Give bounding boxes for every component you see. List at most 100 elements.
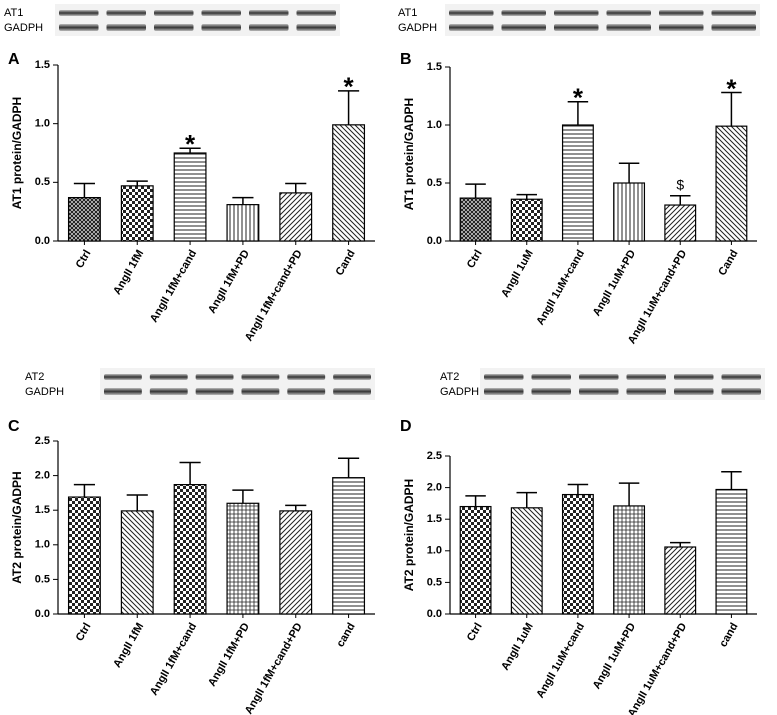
- bar: [226, 204, 260, 242]
- blot-band: [659, 10, 704, 16]
- y-tick-label: 0.0: [35, 608, 50, 620]
- bar: [664, 546, 697, 615]
- y-tick-label: 1.0: [427, 119, 442, 131]
- y-tick-label: 1.5: [427, 513, 442, 525]
- panel-label: D: [400, 418, 412, 435]
- y-tick-label: 0.0: [35, 235, 50, 247]
- y-axis-label: AT2 protein/GADPH: [402, 479, 416, 591]
- x-tick-label: AngII 1fM: [111, 248, 146, 297]
- blot-band: [531, 388, 571, 395]
- x-tick-label: cand: [717, 621, 740, 649]
- significance-marker: *: [344, 72, 355, 102]
- y-axis-label: AT1 protein/GADPH: [10, 97, 24, 209]
- blot-band: [626, 388, 666, 395]
- blot-band: [606, 24, 651, 31]
- blot-band: [59, 24, 99, 31]
- blot-band: [711, 24, 756, 31]
- x-tick-label: AngII 1uM+cand+PD: [626, 248, 690, 346]
- y-axis-label: AT1 protein/GADPH: [402, 98, 416, 210]
- blot-band: [106, 10, 146, 16]
- y-tick-label: 2.0: [35, 470, 50, 482]
- x-tick-label: AngII 1fM+PD: [206, 248, 252, 316]
- blot-band: [579, 388, 619, 395]
- blot-band: [606, 10, 651, 16]
- bar: [120, 185, 154, 242]
- x-tick-label: AngII 1uM: [499, 621, 536, 673]
- blot-band: [674, 388, 714, 395]
- significance-marker: $: [676, 176, 684, 192]
- y-tick-label: 2.5: [35, 435, 50, 447]
- bar: [332, 477, 366, 615]
- x-tick-label: AngII 1uM+PD: [591, 248, 639, 318]
- x-tick-label: AngII 1uM+cand+PD: [626, 621, 690, 715]
- x-tick-label: Ctrl: [74, 621, 94, 643]
- y-tick-label: 0.5: [427, 177, 442, 189]
- blot-band: [721, 374, 761, 380]
- panel-label: C: [8, 418, 20, 435]
- blot-band: [241, 388, 280, 395]
- y-tick-label: 1.0: [427, 545, 442, 557]
- y-tick-label: 0.0: [427, 235, 442, 247]
- blot-band: [659, 24, 704, 31]
- blot-band: [249, 10, 289, 16]
- blot-band: [201, 24, 241, 31]
- blot-band: [501, 10, 546, 16]
- bar: [613, 505, 646, 615]
- bar: [561, 493, 594, 615]
- blot-band: [674, 374, 714, 380]
- x-tick-label: AngII 1uM+cand: [534, 621, 587, 700]
- bar: [459, 505, 492, 615]
- blot-band: [721, 388, 761, 395]
- blot-band: [104, 374, 142, 380]
- y-tick-label: 1.5: [35, 59, 50, 71]
- x-tick-label: AngII 1uM: [499, 248, 536, 300]
- blot-band: [149, 374, 188, 380]
- x-tick-label: AngII 1fM+cand+PD: [243, 621, 305, 715]
- bar: [715, 488, 748, 615]
- bar: [332, 124, 366, 242]
- blot-band: [333, 374, 371, 380]
- y-tick-label: 2.0: [427, 482, 442, 494]
- bar: [226, 502, 260, 615]
- bar: [67, 496, 101, 615]
- blot-label: GADPH: [440, 386, 479, 398]
- bar: [561, 124, 594, 242]
- blot-band: [554, 10, 599, 16]
- blot-band: [501, 24, 546, 31]
- blot-label: GADPH: [398, 22, 437, 34]
- significance-marker: *: [726, 73, 737, 103]
- y-tick-label: 1.5: [427, 61, 442, 73]
- bar: [510, 198, 543, 242]
- x-tick-label: AngII 1uM+PD: [591, 621, 639, 691]
- blot-band: [531, 374, 571, 380]
- x-tick-label: Ctrl: [465, 248, 485, 270]
- blot-band: [241, 374, 280, 380]
- x-tick-label: AngII 1fM+cand+PD: [243, 248, 305, 344]
- y-tick-label: 0.0: [427, 608, 442, 620]
- blot-band: [195, 374, 234, 380]
- x-tick-label: AngII 1fM: [111, 621, 146, 670]
- bar: [459, 197, 492, 242]
- bar: [613, 182, 646, 242]
- panel-label: A: [8, 51, 20, 68]
- blot-band: [287, 374, 326, 380]
- bar: [279, 192, 313, 242]
- blot-band: [154, 24, 194, 31]
- blot-background: [445, 4, 760, 36]
- y-tick-label: 1.0: [35, 539, 50, 551]
- blot-band: [249, 24, 289, 31]
- blot-band: [484, 374, 524, 380]
- x-tick-label: cand: [334, 621, 357, 649]
- bar: [67, 196, 101, 242]
- x-tick-label: Cand: [716, 248, 740, 278]
- blot-band: [449, 24, 494, 31]
- x-tick-label: Ctrl: [74, 248, 94, 270]
- y-tick-label: 0.5: [427, 576, 442, 588]
- significance-marker: *: [185, 129, 196, 159]
- bar: [510, 507, 543, 615]
- bar: [664, 204, 697, 242]
- blot-label: GADPH: [4, 22, 43, 34]
- blot-band: [333, 388, 371, 395]
- y-tick-label: 0.5: [35, 573, 50, 585]
- blot-band: [201, 10, 241, 16]
